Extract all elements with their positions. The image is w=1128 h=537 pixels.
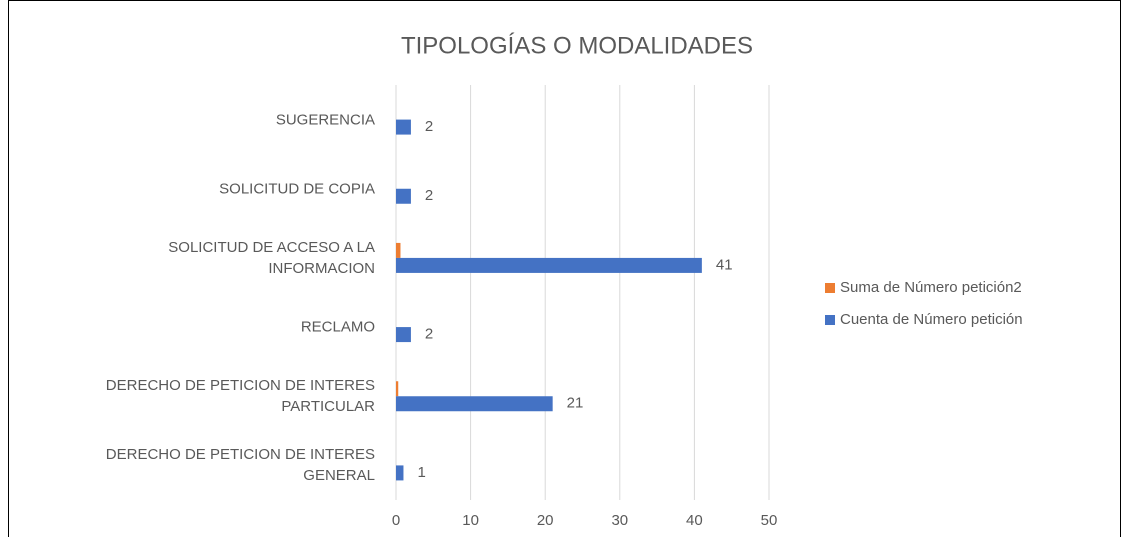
chart-frame [8,0,1121,537]
x-tick-label: 10 [462,512,479,529]
bar [396,188,411,204]
data-label: 1 [417,464,425,481]
data-label: 2 [425,118,433,135]
bar [396,257,702,273]
category-label: DERECHO DE PETICION DE INTERES PARTICULA… [105,377,375,416]
data-label: 21 [567,395,584,412]
category-label: RECLAMO [300,318,375,336]
data-label: 41 [716,256,733,273]
x-tick-label: 20 [537,512,554,529]
bar [396,119,411,135]
legend-swatch [825,315,835,325]
category-label: SUGERENCIA [275,111,375,129]
category-label: DERECHO DE PETICION DE INTERES GENERAL [105,446,375,485]
legend-label: Cuenta de Número petición [840,311,1023,328]
x-tick-label: 40 [686,512,703,529]
category-label: SOLICITUD DE ACCESO A LA INFORMACION [168,238,375,277]
chart-title: TIPOLOGÍAS O MODALIDADES [401,32,753,59]
bar [396,242,401,258]
legend-swatch [825,283,835,293]
bar [396,327,411,343]
category-label: SOLICITUD DE COPIA [219,180,375,198]
x-tick-label: 0 [392,512,400,529]
x-tick-label: 50 [761,512,778,529]
data-label: 2 [425,326,433,343]
bar [396,465,404,481]
bar [396,396,553,412]
data-label: 2 [425,187,433,204]
legend-label: Suma de Número petición2 [840,279,1022,296]
x-tick-label: 30 [611,512,628,529]
bar [396,381,399,397]
